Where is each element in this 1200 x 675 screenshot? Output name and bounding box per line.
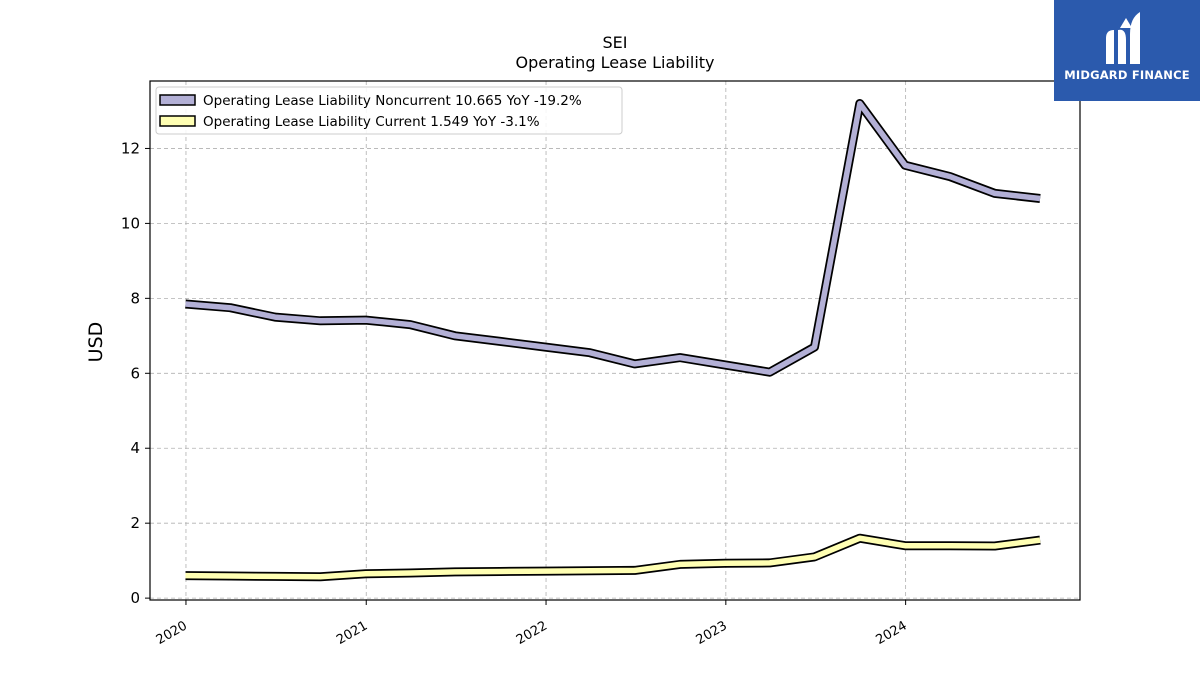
x-axis: 2020 2021 2022 2023 2024 [154, 600, 910, 648]
series-current [185, 533, 1041, 582]
y-tick-label: 12 [121, 139, 140, 157]
chart-subtitle: Operating Lease Liability [515, 53, 714, 72]
y-tick-label: 4 [130, 439, 140, 457]
x-tick-label: 2023 [694, 618, 730, 648]
y-tick-label: 6 [130, 364, 140, 382]
logo-text: MIDGARD FINANCE [1064, 68, 1190, 82]
legend-label: Operating Lease Liability Noncurrent 10.… [203, 93, 582, 109]
series-noncurrent [185, 99, 1041, 377]
y-tick-label: 2 [130, 514, 140, 532]
legend-swatch [159, 115, 196, 127]
series-layer [185, 99, 1041, 582]
series-line [185, 100, 1041, 375]
midgard-finance-logo: MIDGARD FINANCE [1054, 0, 1200, 101]
legend-label: Operating Lease Liability Current 1.549 … [203, 114, 540, 130]
legend: Operating Lease Liability Noncurrent 10.… [155, 86, 623, 135]
y-axis: 0 2 4 6 8 10 12 [121, 139, 150, 607]
y-tick-label: 8 [130, 289, 140, 307]
logo-mark-icon [1106, 12, 1140, 64]
legend-swatch [159, 94, 196, 106]
x-tick-label: 2021 [334, 618, 370, 648]
x-tick-label: 2022 [514, 618, 550, 648]
series-line [185, 535, 1041, 580]
x-tick-label: 2020 [154, 618, 190, 648]
series-line-outline [185, 99, 1041, 377]
y-tick-label: 10 [121, 214, 140, 232]
y-axis-label: USD [85, 322, 107, 363]
grid [150, 81, 1080, 600]
chart-title: SEI [603, 33, 628, 52]
x-tick-label: 2024 [873, 618, 909, 648]
plot-area-frame [149, 80, 1081, 601]
y-tick-label: 0 [130, 589, 140, 607]
legend-box [155, 86, 623, 135]
